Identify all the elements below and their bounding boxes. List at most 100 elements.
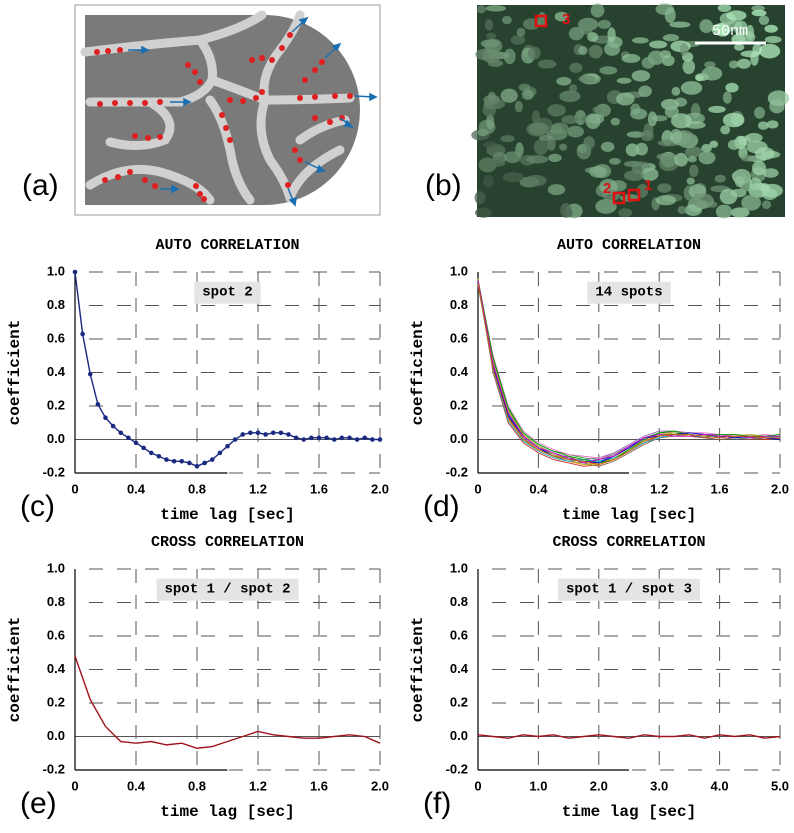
x-tick-label: 2.0 — [590, 778, 608, 793]
series-line — [477, 280, 781, 464]
y-tick-label: 0.0 — [450, 431, 468, 446]
data-point — [225, 443, 230, 449]
series-line — [74, 655, 381, 749]
chart-title: AUTO CORRELATION — [155, 237, 299, 254]
afm-overlay: 50nm 3 2 1 — [534, 11, 766, 205]
x-axis-label: time lag [sec] — [562, 506, 696, 524]
y-tick-label: 0.8 — [47, 594, 65, 609]
grain-blob — [597, 19, 612, 29]
grain-blob — [561, 115, 580, 125]
x-tick-label: 0 — [474, 481, 481, 496]
grain-blob — [623, 170, 645, 181]
grain-blob — [560, 202, 572, 218]
grain-blob — [547, 104, 566, 117]
grain-blob — [589, 165, 607, 178]
grain-blob — [726, 10, 747, 21]
grain-blob — [556, 76, 572, 86]
grain-blob — [751, 9, 767, 17]
grain-blob — [699, 19, 714, 33]
x-tick-label: 3.0 — [650, 778, 668, 793]
x-tick-label: 0.8 — [188, 481, 206, 496]
y-tick-label: -0.2 — [446, 761, 468, 776]
grain-blob — [487, 91, 496, 102]
y-tick-label: 0.6 — [47, 330, 65, 345]
x-tick-label: 2.0 — [371, 481, 389, 496]
data-point — [141, 445, 146, 451]
grain-blob — [671, 86, 681, 96]
data-point — [103, 415, 108, 421]
data-point — [156, 453, 162, 459]
data-point — [194, 464, 200, 469]
grain-blob — [708, 105, 726, 114]
x-axis-label: time lag [sec] — [160, 506, 294, 524]
grain-blob — [751, 5, 765, 12]
grain-blob — [717, 4, 732, 12]
grain-blob — [482, 48, 501, 64]
grain-blob — [730, 207, 750, 218]
annotation-box — [156, 578, 299, 601]
grain-blob — [533, 139, 549, 156]
grain-blob — [757, 121, 769, 130]
grain-blob — [735, 30, 756, 44]
data-point — [354, 437, 360, 442]
grain-blob — [621, 53, 641, 63]
grain-blob — [559, 143, 568, 151]
grain-blob — [538, 134, 554, 141]
x-tick-label: 0.4 — [127, 481, 146, 496]
grain-blob — [655, 195, 677, 206]
grain-blob — [686, 177, 695, 185]
annotation: spot 2 — [202, 285, 252, 301]
data-point — [377, 437, 383, 442]
grain-blob — [500, 135, 515, 143]
spot-label: 2 — [603, 180, 611, 197]
series-line — [477, 283, 780, 466]
grain-blob — [528, 122, 550, 136]
grain-blob — [730, 188, 747, 198]
y-tick-label: 0.6 — [450, 330, 468, 345]
grain-blob — [516, 27, 526, 37]
channels — [80, 10, 355, 205]
grain-blob — [475, 207, 493, 218]
grain-blob — [554, 11, 569, 22]
grain-blob — [638, 85, 652, 98]
data-point — [278, 430, 284, 436]
grain-blob — [577, 17, 599, 31]
grain-blob — [698, 151, 716, 165]
y-axis-label: coefficient — [409, 320, 427, 426]
x-tick-label: 1.0 — [529, 778, 547, 793]
grain-blob — [486, 113, 495, 130]
data-point — [118, 430, 124, 436]
grain-blob — [740, 50, 761, 58]
y-tick-label: -0.2 — [43, 761, 65, 776]
spot-box — [534, 14, 548, 28]
series-line — [477, 734, 781, 739]
data-point — [293, 435, 299, 441]
grain-blob — [727, 139, 741, 150]
annotation: spot 1 / spot 2 — [164, 582, 290, 598]
grain-blob — [692, 193, 715, 209]
x-tick-label: 1.2 — [249, 481, 267, 496]
grain-blob — [607, 27, 616, 43]
y-tick-label: 1.0 — [450, 560, 468, 575]
y-tick-label: 1.0 — [47, 263, 65, 278]
grain-blob — [610, 117, 620, 126]
grain-blob — [682, 59, 696, 75]
grain-blob — [758, 43, 781, 59]
y-tick-label: 1.0 — [450, 263, 468, 278]
y-axis-label: coefficient — [6, 617, 24, 723]
data-point — [255, 430, 261, 436]
y-tick-label: 0.0 — [450, 728, 468, 743]
grain-blob — [688, 164, 699, 177]
data-point — [316, 435, 322, 441]
grain-blob — [669, 21, 691, 28]
panel-label: (b) — [425, 169, 462, 202]
grain-blob — [527, 46, 541, 60]
grain-blob — [695, 74, 704, 82]
x-tick-label: 5.0 — [771, 778, 789, 793]
x-tick-label: 0.8 — [590, 481, 608, 496]
y-tick-label: 0.4 — [450, 364, 469, 379]
grain-blob — [578, 75, 596, 83]
grain-blob — [647, 111, 658, 127]
data-point — [126, 435, 131, 441]
grain-blob — [600, 141, 615, 152]
